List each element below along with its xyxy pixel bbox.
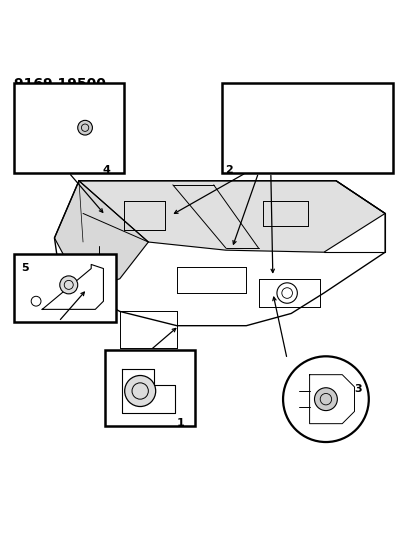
Text: 2: 2 xyxy=(225,165,233,175)
Bar xyxy=(14,254,115,321)
Bar xyxy=(14,83,124,173)
Circle shape xyxy=(125,375,156,407)
Bar xyxy=(106,350,195,426)
Text: 5: 5 xyxy=(21,263,29,273)
Circle shape xyxy=(60,276,78,294)
Circle shape xyxy=(314,387,337,410)
Text: 1: 1 xyxy=(177,418,185,429)
Bar xyxy=(222,83,393,173)
Polygon shape xyxy=(79,181,385,252)
Text: 3: 3 xyxy=(355,384,362,394)
Text: 4: 4 xyxy=(102,165,111,175)
Circle shape xyxy=(78,120,92,135)
Text: 9169 19500: 9169 19500 xyxy=(14,77,106,91)
Polygon shape xyxy=(55,181,148,291)
